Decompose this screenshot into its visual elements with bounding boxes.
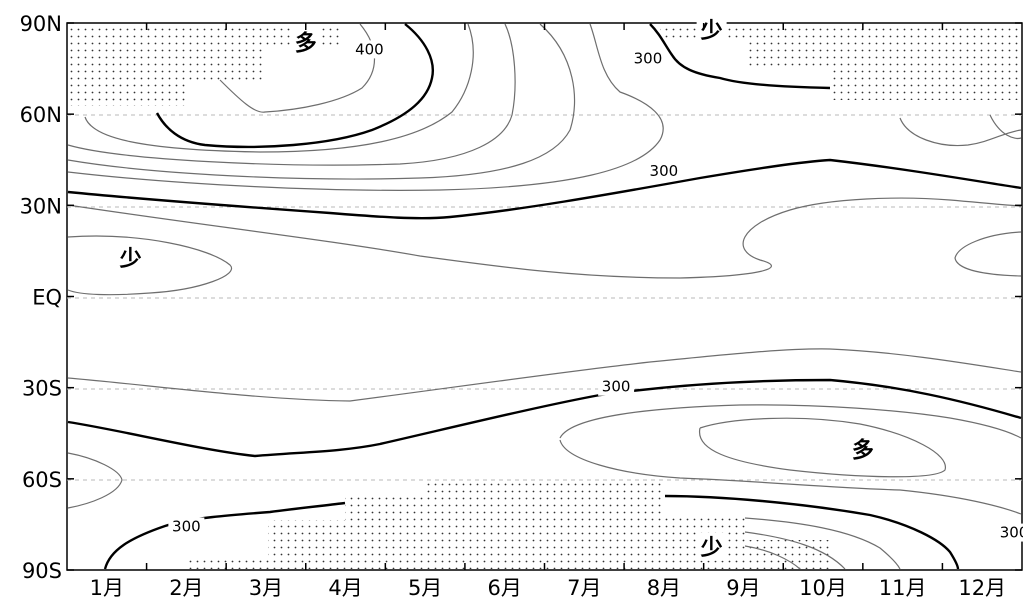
- region-label: 少: [119, 247, 142, 272]
- contour-line: [744, 517, 901, 570]
- contour-labels: 400 300 300 300 300 300: [168, 40, 1023, 542]
- y-tick-label: 60S: [22, 468, 62, 492]
- contour-line-300-south-polar-left: [103, 501, 346, 570]
- contour-line-300-north: [67, 158, 1022, 220]
- contour-line-300-south: [67, 378, 1022, 458]
- contour-line: [67, 23, 664, 191]
- contour-line: [67, 235, 233, 296]
- region-label: 多: [295, 30, 317, 56]
- region-label: 少: [700, 19, 723, 44]
- x-tick-label: 3月: [249, 576, 283, 600]
- region-label-halo: [847, 435, 878, 464]
- stipple-nh-summer: [660, 24, 1021, 100]
- x-tick-label: 1月: [90, 576, 124, 600]
- x-tick-label: 2月: [169, 576, 203, 600]
- region-label: 多: [852, 438, 874, 464]
- contour-label-halo: [645, 161, 682, 180]
- contour-value-label: 300: [602, 378, 631, 396]
- x-tick-label: 8月: [647, 576, 681, 600]
- contour-value-label: 400: [355, 40, 384, 58]
- y-tick-label: 90S: [22, 559, 62, 583]
- y-tick-label: 30N: [20, 194, 62, 218]
- x-tick-label: 9月: [726, 576, 760, 600]
- contour-line: [67, 23, 516, 166]
- contour-line: [219, 23, 375, 113]
- contour-line: [67, 452, 123, 509]
- x-tick-label: 4月: [328, 576, 362, 600]
- thick-contours: [67, 23, 1022, 570]
- stippled-regions: [68, 24, 1021, 569]
- y-tick-label: 60N: [20, 103, 62, 127]
- x-tick-label: 10月: [799, 576, 847, 600]
- y-tick-label: 30S: [22, 377, 62, 401]
- thin-contours: [67, 23, 1022, 570]
- contour-value-label: 300: [172, 517, 201, 535]
- region-label: 少: [700, 536, 723, 561]
- contour-line: [744, 545, 801, 570]
- contour-line-300-south-polar-right: [664, 494, 960, 570]
- contour-value-label: 300: [634, 50, 663, 68]
- contour-line-300-north-polar: [649, 23, 831, 90]
- contour-line: [67, 23, 576, 180]
- stipple-sh-winter: [188, 481, 830, 569]
- y-axis: 90N 60N 30N EQ 30S 60S 90S: [20, 12, 1022, 583]
- contour-line: [744, 531, 846, 570]
- contour-line: [559, 404, 1022, 439]
- contour-label-halo: [598, 377, 635, 396]
- contour-label-halo: [629, 49, 666, 68]
- x-tick-label: 5月: [408, 576, 442, 600]
- contour-line: [954, 231, 1022, 277]
- grid-lines: [67, 114, 1022, 481]
- x-axis: 1月 2月 3月 4月 5月 6月 7月 8月 9月 10月 11月 12月: [90, 23, 1006, 600]
- region-label-halo: [115, 244, 146, 273]
- y-tick-label: EQ: [32, 286, 62, 310]
- x-tick-label: 12月: [958, 576, 1006, 600]
- contour-line-400: [155, 23, 434, 149]
- region-label-halo: [696, 532, 727, 561]
- contour-label-halo: [351, 40, 388, 59]
- x-tick-label: 11月: [879, 576, 927, 600]
- contour-line: [559, 439, 1022, 515]
- contour-line: [84, 23, 474, 153]
- x-tick-label: 7月: [567, 576, 601, 600]
- contour-label-halo: [168, 517, 205, 536]
- contour-value-label: 300: [1000, 524, 1023, 542]
- contour-line: [699, 417, 946, 478]
- contour-line: [67, 348, 1022, 402]
- x-tick-label: 6月: [488, 576, 522, 600]
- y-tick-label: 90N: [20, 12, 62, 36]
- contour-line: [67, 197, 1022, 279]
- region-label-halo: [290, 28, 321, 57]
- contour-value-label: 300: [650, 162, 679, 180]
- region-labels: 多少少少多少: [115, 16, 878, 561]
- stipple-nh-winter: [68, 24, 340, 106]
- region-label-halo: [696, 16, 727, 45]
- contour-line: [989, 114, 1022, 140]
- contour-label-halo: [996, 523, 1023, 542]
